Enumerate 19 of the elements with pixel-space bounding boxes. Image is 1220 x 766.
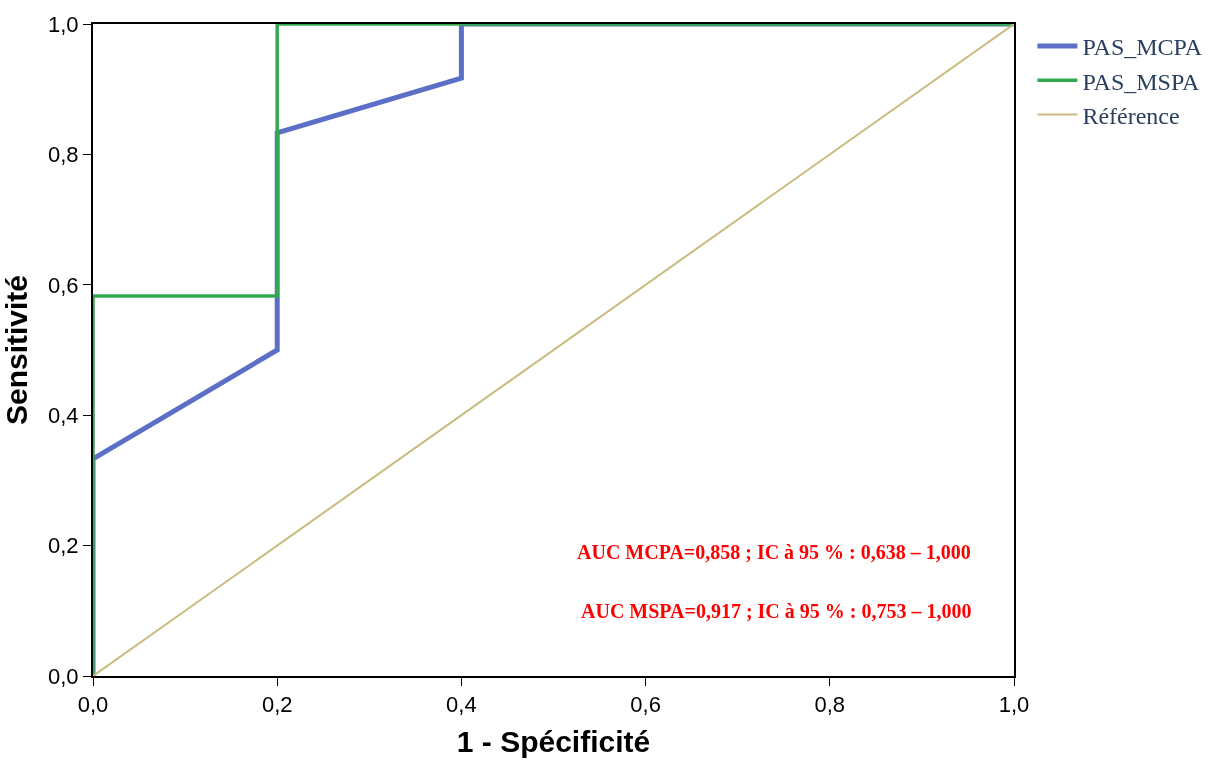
x-tick-label: 0,6 xyxy=(630,692,661,718)
annotation: AUC MSPA=0,917 ; IC à 95 % : 0,753 – 1,000 xyxy=(581,600,972,622)
x-tick-label: 0,8 xyxy=(814,692,846,718)
y-axis-title: Sensitivité xyxy=(0,274,33,426)
y-tick-label: 0,6 xyxy=(48,272,79,298)
legend-label: Référence xyxy=(1082,102,1180,129)
annotation: AUC MCPA=0,858 ; IC à 95 % : 0,638 – 1,000 xyxy=(577,541,971,563)
legend-label: PAS_MCPA xyxy=(1082,34,1203,61)
x-tick-label: 0,4 xyxy=(446,692,477,718)
y-tick-label: 0,2 xyxy=(48,533,79,559)
y-tick-label: 0,4 xyxy=(48,402,79,428)
x-tick-label: 0,0 xyxy=(77,692,109,718)
y-tick-label: 1,0 xyxy=(48,11,79,37)
x-tick-label: 1,0 xyxy=(998,692,1030,718)
y-tick-label: 0,0 xyxy=(48,663,79,689)
y-tick-label: 0,8 xyxy=(48,142,79,168)
x-tick-label: 0,2 xyxy=(261,692,293,718)
legend-label: PAS_MSPA xyxy=(1082,68,1201,95)
x-axis-title: 1 - Spécificité xyxy=(456,725,651,759)
